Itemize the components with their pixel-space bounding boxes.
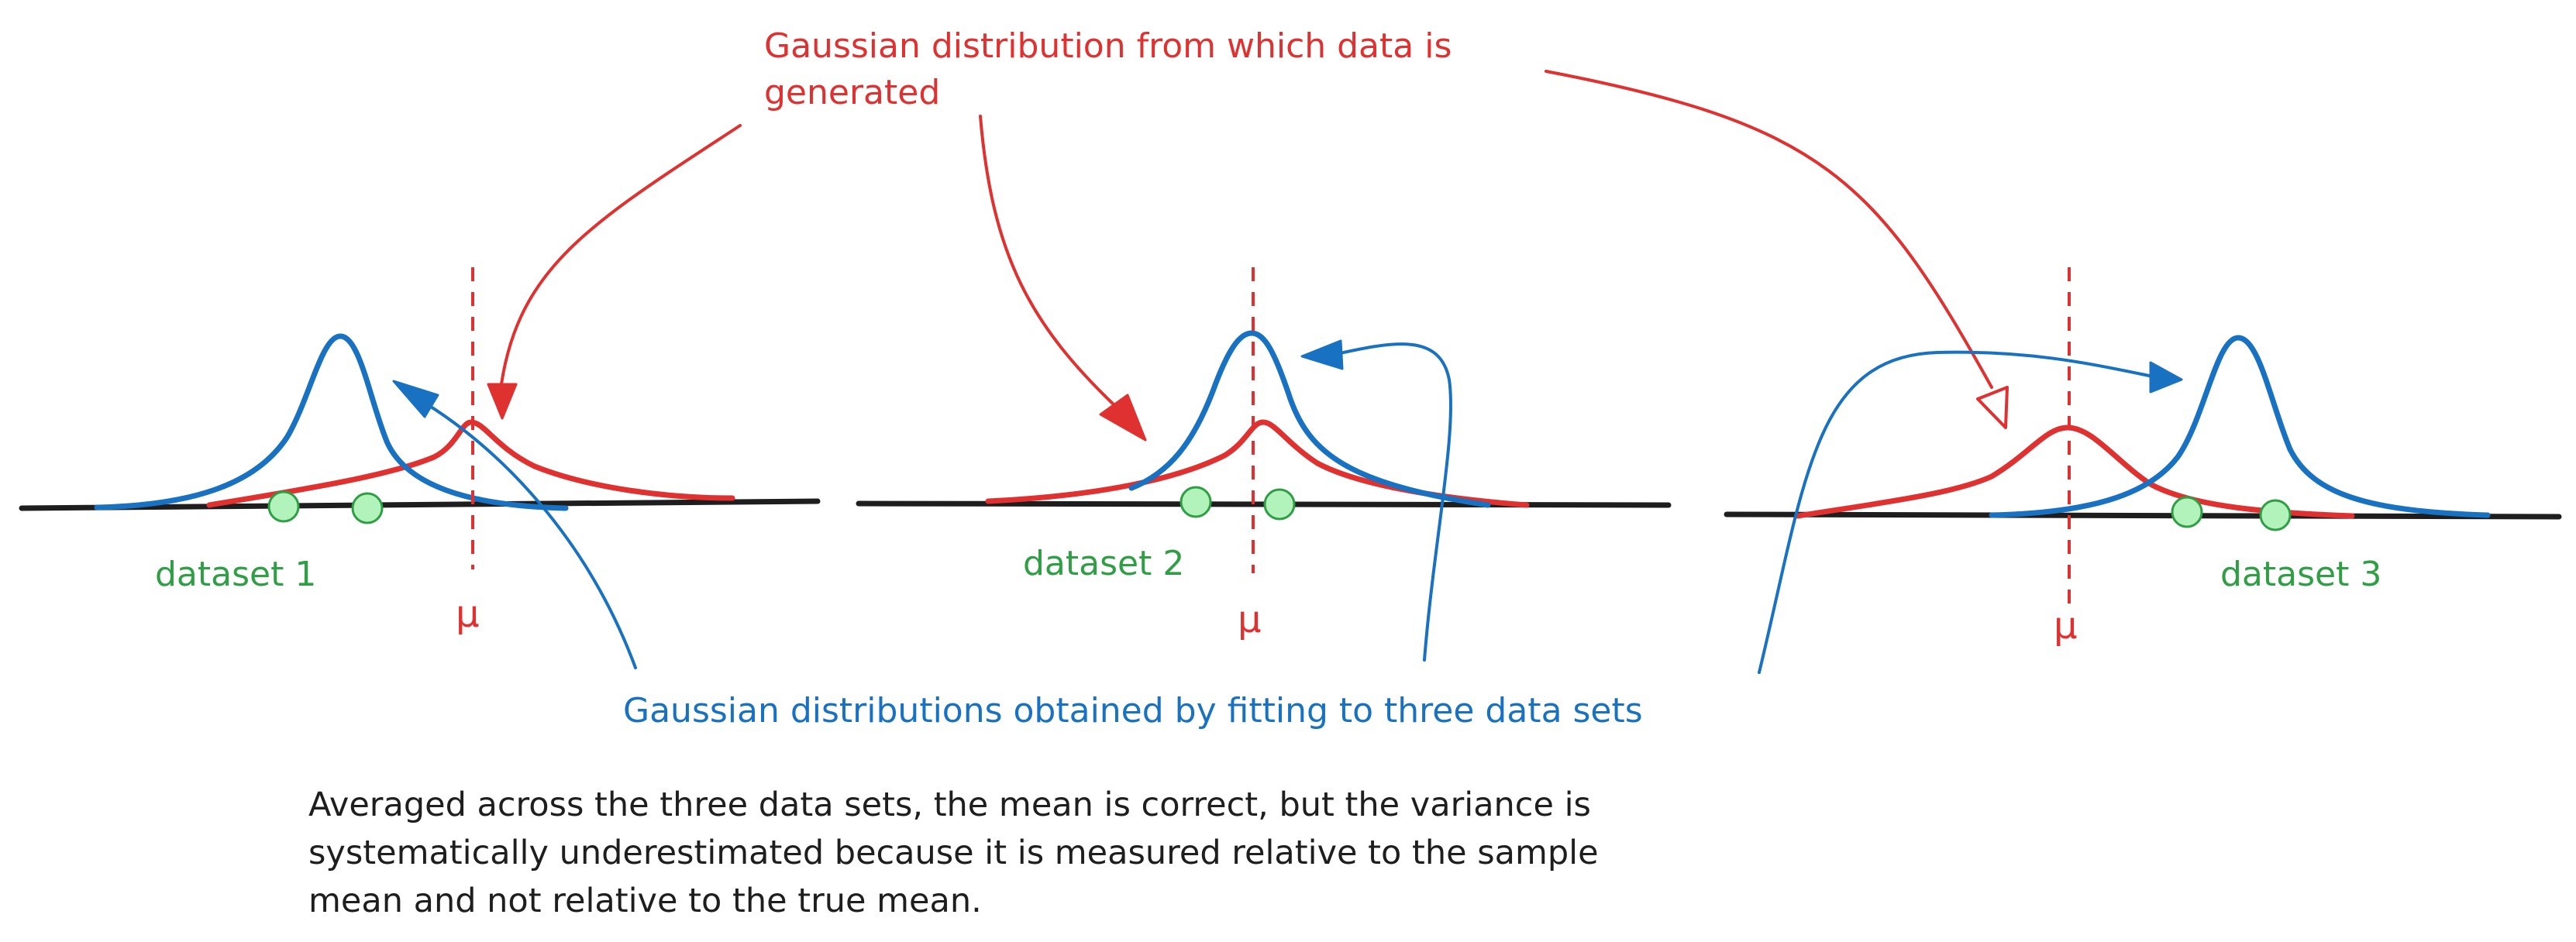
mean-label-1: μ [456,593,480,636]
red-arrowhead-2 [1099,394,1147,442]
dataset-2-label: dataset 2 [1023,544,1185,583]
caption-line-1: Averaged across the three data sets, the… [308,786,1591,824]
red-arrow-to-panel-2 [979,115,1118,408]
red-arrow-to-panel-3 [1545,70,1993,389]
dataset-1-label: dataset 1 [155,555,317,594]
fitted-gaussian-curve-3 [1989,335,2491,518]
red-arrowhead-3 [1976,386,2009,429]
fitted-gaussian-curve-1 [94,333,569,511]
axis-line-1 [19,498,821,511]
panel-dataset-3 [1724,267,2562,604]
red-arrow-to-panel-1 [498,124,742,397]
mean-label-3: μ [2054,604,2078,648]
caption-line-2: systematically underestimated because it… [308,834,1599,872]
data-point-3a [2171,496,2203,528]
data-point-2a [1180,486,1212,518]
caption: Averaged across the three data sets, the… [308,781,1781,925]
red-arrowhead-1 [487,383,518,420]
blue-arrow-to-panel-3 [1758,350,2154,674]
true-distribution-label-line-2: generated [764,73,941,112]
caption-line-3: mean and not relative to the true mean. [308,882,982,920]
data-point-2b [1263,488,1296,521]
data-point-1a [267,490,300,523]
true-distribution-label: Gaussian distribution from which data is… [764,23,1452,116]
fitted-distributions-label: Gaussian distributions obtained by fitti… [623,691,1643,731]
blue-arrowhead-2 [1300,339,1344,370]
dataset-3-label: dataset 3 [2220,555,2382,594]
true-distribution-arrows [487,70,2009,442]
axis-line-3 [1724,511,2562,520]
data-point-1b [351,492,384,524]
true-distribution-label-line-1: Gaussian distribution from which data is [764,26,1452,66]
panel-dataset-1 [19,267,821,569]
mean-label-2: μ [1238,598,1262,641]
blue-arrow-to-panel-1 [413,395,637,669]
fitted-distribution-arrows [392,339,2183,674]
fitted-gaussian-curve-2 [1128,330,1491,508]
blue-arrowhead-3 [2149,361,2183,394]
data-point-3b [2259,499,2292,531]
blue-arrowhead-1 [392,380,439,418]
panel-dataset-2 [856,267,1672,573]
blue-arrow-to-panel-2 [1331,342,1452,662]
